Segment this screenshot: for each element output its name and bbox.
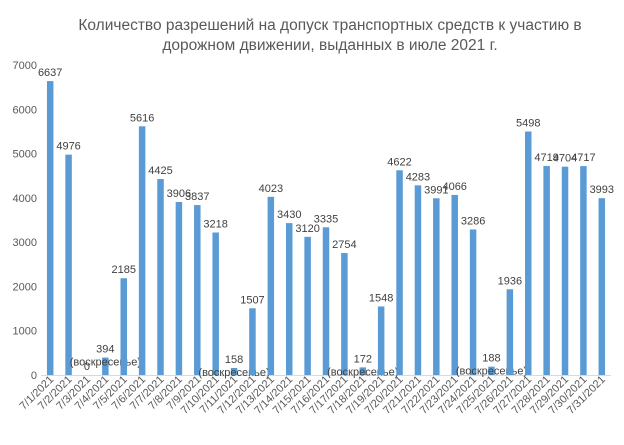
bar [230, 368, 238, 375]
bar [414, 185, 422, 375]
bar [433, 198, 440, 375]
bar [267, 196, 275, 375]
y-tick-label: 5000 [13, 149, 37, 161]
data-label: 3335 [314, 213, 338, 225]
y-tick-label: 2000 [13, 281, 37, 293]
data-label: 2754 [332, 239, 356, 251]
data-label: 5498 [516, 118, 540, 130]
data-label: 394 [96, 344, 114, 356]
y-tick-label: 7000 [13, 60, 37, 72]
bar [175, 202, 183, 375]
data-label: 1548 [369, 292, 393, 304]
data-label: 1507 [240, 294, 264, 306]
data-label: 4023 [259, 183, 283, 195]
data-label: 3837 [185, 191, 209, 203]
data-label: 3120 [295, 223, 319, 235]
data-label: 4976 [56, 141, 80, 153]
bar [102, 357, 109, 375]
bar [451, 194, 458, 375]
bar [157, 179, 164, 375]
bar [341, 253, 348, 375]
data-label: 0 [84, 361, 90, 373]
data-label: 4283 [406, 171, 430, 183]
data-label: 172 [354, 353, 372, 365]
data-label: 3286 [461, 215, 485, 227]
data-label: 158 [225, 354, 243, 366]
bar [488, 366, 495, 375]
chart-title-line-1: Количество разрешений на допуск транспор… [78, 17, 582, 34]
data-label: 4066 [442, 181, 466, 193]
data-label: 4717 [571, 152, 595, 164]
bar [249, 308, 256, 375]
data-label: 1936 [498, 275, 522, 287]
bar [543, 166, 550, 375]
data-label: 4704 [553, 153, 577, 165]
data-label: 5616 [130, 112, 154, 124]
y-tick-label: 4000 [13, 193, 37, 205]
data-label: 4622 [387, 156, 411, 168]
bar [46, 81, 54, 375]
bar [65, 154, 72, 375]
y-tick-label: 0 [31, 370, 37, 382]
bar [377, 306, 385, 375]
data-label: 6637 [38, 67, 62, 79]
bar [396, 170, 403, 375]
data-label: 3430 [277, 209, 301, 221]
bar [212, 232, 219, 375]
data-label: 3991 [424, 184, 448, 196]
bar [469, 229, 477, 375]
bar [194, 205, 201, 375]
bar [322, 227, 330, 375]
data-label: 3218 [203, 218, 227, 230]
chart-title-line-2: дорожном движении, выданных в июле 2021 … [162, 37, 498, 54]
sunday-annotation: (воскресенье) [456, 366, 527, 378]
y-tick-label: 3000 [13, 237, 37, 249]
bar [120, 278, 127, 375]
bar [359, 367, 367, 375]
bar [304, 236, 311, 375]
y-tick-label: 1000 [13, 326, 37, 338]
bar [285, 223, 293, 375]
data-label: 3993 [590, 184, 614, 196]
data-label: 4425 [148, 165, 172, 177]
data-label: 2185 [111, 264, 135, 276]
sunday-annotation: (воскресенье) [70, 357, 141, 369]
data-label: 3906 [167, 188, 191, 200]
y-tick-label: 6000 [13, 104, 37, 116]
bar [506, 289, 514, 375]
bar [525, 131, 532, 375]
bar [598, 198, 606, 375]
bar [561, 166, 569, 375]
bar [138, 126, 146, 375]
bar [580, 166, 587, 375]
data-label: 4719 [534, 152, 558, 164]
data-label: 188 [482, 353, 500, 365]
chart-title: Количество разрешений на допуск транспор… [40, 16, 620, 56]
